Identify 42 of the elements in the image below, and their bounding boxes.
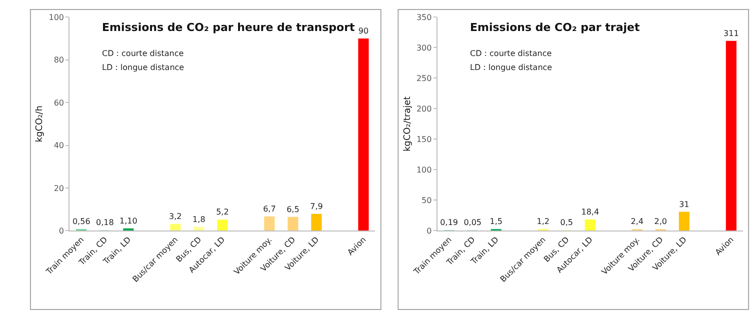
data-label: 6,5: [286, 204, 300, 214]
y-tick-label: 0: [426, 226, 432, 236]
data-label: 0,18: [96, 218, 114, 228]
y-tick-label: 40: [54, 141, 64, 150]
y-tick-label: 200: [416, 104, 432, 114]
y-tick-label: 20: [54, 184, 64, 193]
y-tick-label: 100: [48, 12, 64, 22]
annotation: CD : courte distance: [102, 49, 184, 58]
y-tick-label: 80: [54, 56, 64, 65]
annotation: LD : longue distance: [470, 63, 552, 72]
data-label: 90: [358, 26, 369, 36]
y-tick-label: 100: [416, 165, 432, 174]
data-label: 5,2: [216, 208, 229, 217]
annotation: LD : longue distance: [102, 63, 184, 72]
y-tick-label: 300: [416, 43, 432, 52]
data-label: 0,5: [560, 218, 573, 228]
data-label: 311: [724, 28, 739, 38]
data-label: 2,4: [630, 217, 644, 226]
data-label: 6,7: [263, 204, 276, 214]
chart-title: Emissions de CO₂ par trajet: [470, 21, 640, 34]
y-axis-title: kgCO₂/trajet: [402, 96, 413, 152]
data-label: 0,19: [440, 218, 458, 228]
y-tick-label: 50: [422, 196, 432, 205]
data-label: 18,4: [581, 207, 600, 216]
y-tick-label: 350: [416, 12, 432, 22]
data-label: 2,0: [654, 217, 668, 226]
data-label: 1,5: [490, 217, 502, 226]
data-label: 31: [679, 200, 690, 209]
y-axis-title: kgCO₂/h: [35, 106, 46, 142]
data-label: 1,10: [119, 216, 138, 226]
y-tick-label: 0: [58, 226, 64, 236]
annotation: CD : courte distance: [470, 49, 552, 58]
data-label: 0,56: [72, 217, 90, 226]
data-label: 0,05: [464, 218, 482, 228]
y-tick-label: 60: [54, 98, 64, 108]
y-tick-label: 150: [416, 134, 432, 144]
data-label: 3,2: [169, 212, 182, 221]
data-label: 7,9: [310, 202, 323, 211]
data-label: 1,2: [536, 217, 550, 226]
y-tick-label: 250: [416, 74, 432, 83]
data-label: 1,8: [192, 214, 206, 224]
chart-title: Emissions de CO₂ par heure de transport: [102, 21, 355, 34]
